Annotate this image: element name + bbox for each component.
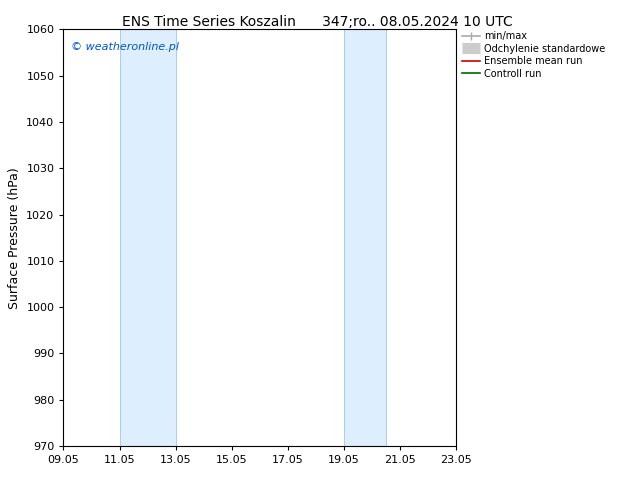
Bar [120, 29, 176, 446]
Text: ENS Time Series Koszalin      347;ro.. 08.05.2024 10 UTC: ENS Time Series Koszalin 347;ro.. 08.05.… [122, 15, 512, 29]
Text: © weatheronline.pl: © weatheronline.pl [71, 42, 179, 52]
Y-axis label: Surface Pressure (hPa): Surface Pressure (hPa) [8, 167, 21, 309]
Legend: min/max, Odchylenie standardowe, Ensemble mean run, Controll run: min/max, Odchylenie standardowe, Ensembl… [460, 29, 607, 80]
Bar [344, 29, 386, 446]
